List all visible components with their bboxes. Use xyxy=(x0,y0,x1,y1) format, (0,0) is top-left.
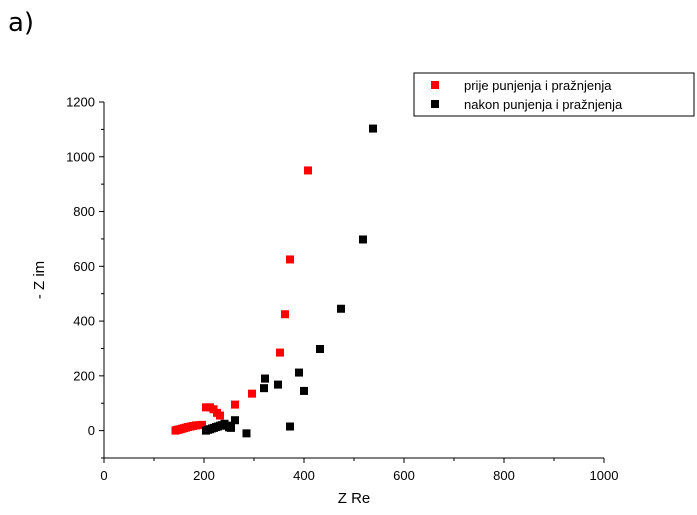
data-point xyxy=(304,166,312,175)
data-point xyxy=(231,400,239,409)
legend: prije punjenja i pražnjenja nakon punjenj… xyxy=(413,72,695,117)
x-tick-label: 400 xyxy=(293,468,315,483)
legend-box xyxy=(413,72,695,117)
data-point xyxy=(281,310,289,319)
data-point xyxy=(198,420,206,429)
y-tick-label: 600 xyxy=(73,259,95,274)
data-point xyxy=(216,411,224,420)
data-point xyxy=(337,304,345,313)
x-tick-label: 800 xyxy=(493,468,515,483)
series-2 xyxy=(202,124,377,438)
y-axis-title: - Z im xyxy=(31,261,48,299)
data-point xyxy=(286,255,294,264)
axes: 0 200 400 600 800 1000 0 200 400 600 800 1000 1200 Z … xyxy=(31,95,618,508)
data-point xyxy=(227,423,235,432)
y-tick-label: 0 xyxy=(88,423,95,438)
panel-label: a) xyxy=(8,8,35,38)
data-point xyxy=(231,416,239,425)
x-tick-label: 1000 xyxy=(590,468,619,483)
data-point xyxy=(286,422,294,431)
data-point xyxy=(295,368,303,377)
x-tick-label: 0 xyxy=(100,468,107,483)
data-point xyxy=(316,345,324,354)
data-point xyxy=(276,348,284,357)
legend-marker xyxy=(431,100,439,108)
x-tick-label: 600 xyxy=(393,468,415,483)
data-points xyxy=(171,124,377,438)
y-tick-label: 200 xyxy=(73,368,95,383)
data-point xyxy=(300,386,308,395)
y-tick-label: 800 xyxy=(73,204,95,219)
legend-label: prije punjenja i pražnjenja xyxy=(464,78,612,93)
y-tick-label: 1000 xyxy=(66,149,95,164)
x-axis-title: Z Re xyxy=(338,490,371,507)
data-point xyxy=(260,384,268,393)
y-tick-label: 1200 xyxy=(66,95,95,110)
legend-marker xyxy=(431,81,439,89)
data-point xyxy=(261,374,269,383)
x-tick-label: 200 xyxy=(193,468,215,483)
legend-label: nakon punjenja i pražnjenja xyxy=(464,97,623,112)
data-point xyxy=(242,429,251,438)
data-point xyxy=(359,235,367,244)
data-point xyxy=(248,389,256,398)
y-tick-label: 400 xyxy=(73,314,95,329)
data-point xyxy=(369,124,377,133)
data-point xyxy=(274,380,282,389)
series-1 xyxy=(171,166,312,435)
